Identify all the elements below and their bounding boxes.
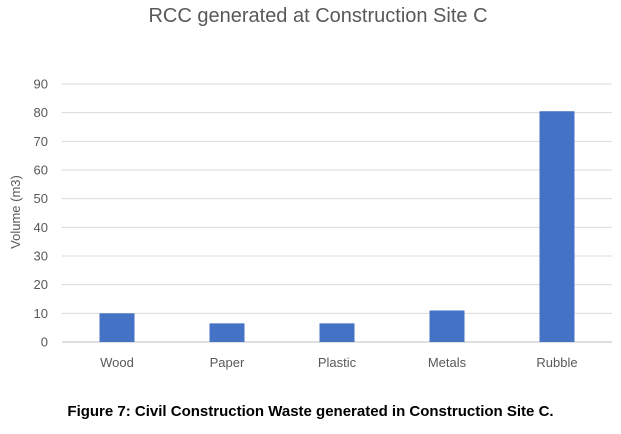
x-tick-label: Plastic bbox=[318, 355, 357, 370]
bar-rubble bbox=[539, 111, 575, 342]
bar-paper bbox=[209, 323, 245, 342]
y-tick-label: 90 bbox=[34, 77, 48, 92]
y-tick-label: 60 bbox=[34, 163, 48, 178]
x-tick-label: Wood bbox=[100, 355, 134, 370]
y-tick-label: 80 bbox=[34, 105, 48, 120]
bar-wood bbox=[99, 313, 135, 342]
x-tick-labels: Wood Paper Plastic Metals Rubble bbox=[100, 355, 577, 370]
bar-metals bbox=[429, 310, 465, 342]
y-tick-label: 0 bbox=[41, 335, 48, 350]
bar-chart: RCC generated at Construction Site C Vol… bbox=[8, 5, 612, 370]
chart-title: RCC generated at Construction Site C bbox=[148, 5, 487, 27]
y-tick-label: 20 bbox=[34, 277, 48, 292]
y-tick-label: 30 bbox=[34, 249, 48, 264]
x-tick-label: Rubble bbox=[536, 355, 577, 370]
figure-caption: Figure 7: Civil Construction Waste gener… bbox=[67, 403, 554, 420]
bar-plastic bbox=[319, 323, 355, 342]
bars bbox=[99, 111, 575, 342]
y-axis-title: Volume (m3) bbox=[8, 175, 23, 249]
gridlines bbox=[62, 83, 612, 343]
x-tick-label: Paper bbox=[210, 355, 245, 370]
x-tick-label: Metals bbox=[428, 355, 467, 370]
y-tick-label: 50 bbox=[34, 191, 48, 206]
y-tick-labels: 0 10 20 30 40 50 60 70 80 90 bbox=[34, 77, 48, 350]
y-tick-label: 70 bbox=[34, 134, 48, 149]
y-tick-label: 40 bbox=[34, 220, 48, 235]
y-tick-label: 10 bbox=[34, 306, 48, 321]
